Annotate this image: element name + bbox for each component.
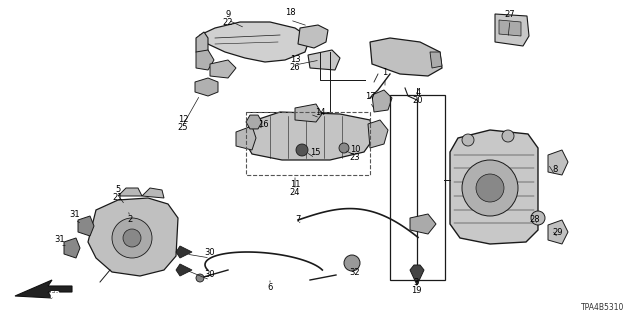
Polygon shape (244, 112, 374, 160)
Text: 4: 4 (415, 88, 420, 97)
Polygon shape (295, 104, 322, 122)
Polygon shape (195, 78, 218, 96)
Text: 30: 30 (205, 270, 215, 279)
Polygon shape (78, 216, 94, 236)
Polygon shape (196, 32, 208, 58)
Polygon shape (118, 188, 142, 196)
Polygon shape (176, 246, 192, 258)
Polygon shape (495, 14, 529, 46)
Text: 19: 19 (411, 286, 421, 295)
Text: 13: 13 (290, 55, 300, 64)
Text: 28: 28 (530, 215, 540, 224)
Polygon shape (298, 25, 328, 48)
Text: 9: 9 (225, 10, 230, 19)
Text: 32: 32 (349, 268, 360, 277)
Text: 7: 7 (295, 215, 301, 224)
Polygon shape (88, 198, 178, 276)
Circle shape (112, 218, 152, 258)
Polygon shape (499, 20, 521, 36)
Polygon shape (372, 90, 392, 112)
Circle shape (462, 134, 474, 146)
Polygon shape (370, 38, 442, 76)
Text: 22: 22 (223, 18, 233, 27)
Bar (246, 112, 370, 175)
Text: 29: 29 (553, 228, 563, 237)
Text: 14: 14 (315, 108, 325, 117)
Text: 18: 18 (285, 8, 295, 17)
Circle shape (476, 174, 504, 202)
Text: 2: 2 (127, 215, 132, 224)
Text: 12: 12 (178, 115, 188, 124)
Polygon shape (196, 50, 214, 70)
Polygon shape (15, 280, 72, 298)
Circle shape (123, 229, 141, 247)
Polygon shape (450, 130, 538, 244)
Polygon shape (200, 22, 310, 62)
Text: 21: 21 (113, 193, 124, 202)
Polygon shape (368, 120, 388, 148)
Circle shape (531, 211, 545, 225)
Text: 26: 26 (290, 63, 300, 72)
Text: 10: 10 (349, 145, 360, 154)
Text: 16: 16 (258, 120, 268, 129)
Text: 30: 30 (205, 248, 215, 257)
Text: 5: 5 (115, 185, 120, 194)
Polygon shape (308, 50, 340, 70)
Polygon shape (410, 214, 436, 234)
Polygon shape (246, 115, 262, 129)
Text: 3: 3 (413, 278, 419, 287)
Polygon shape (548, 220, 568, 244)
Polygon shape (142, 188, 164, 198)
Polygon shape (64, 238, 80, 258)
Polygon shape (410, 265, 424, 285)
Bar (390, 95, 445, 280)
Text: 11: 11 (290, 180, 300, 189)
Polygon shape (430, 52, 442, 68)
Polygon shape (210, 60, 236, 78)
Circle shape (296, 144, 308, 156)
Circle shape (339, 143, 349, 153)
Polygon shape (548, 150, 568, 175)
Text: 31: 31 (54, 235, 65, 244)
Text: 17: 17 (365, 92, 375, 101)
Text: 25: 25 (178, 123, 188, 132)
Circle shape (344, 255, 360, 271)
Text: 20: 20 (413, 96, 423, 105)
Text: 8: 8 (552, 165, 557, 174)
Text: 15: 15 (310, 148, 320, 157)
Circle shape (196, 274, 204, 282)
Text: 23: 23 (349, 153, 360, 162)
Text: 31: 31 (70, 210, 80, 219)
Circle shape (462, 160, 518, 216)
Text: TPA4B5310: TPA4B5310 (580, 303, 624, 312)
Polygon shape (236, 126, 256, 150)
Text: 27: 27 (505, 10, 515, 19)
Text: 6: 6 (268, 283, 273, 292)
Text: 1: 1 (382, 68, 388, 77)
Text: 24: 24 (290, 188, 300, 197)
Polygon shape (176, 264, 192, 276)
Circle shape (502, 130, 514, 142)
Text: FR.: FR. (49, 291, 63, 300)
